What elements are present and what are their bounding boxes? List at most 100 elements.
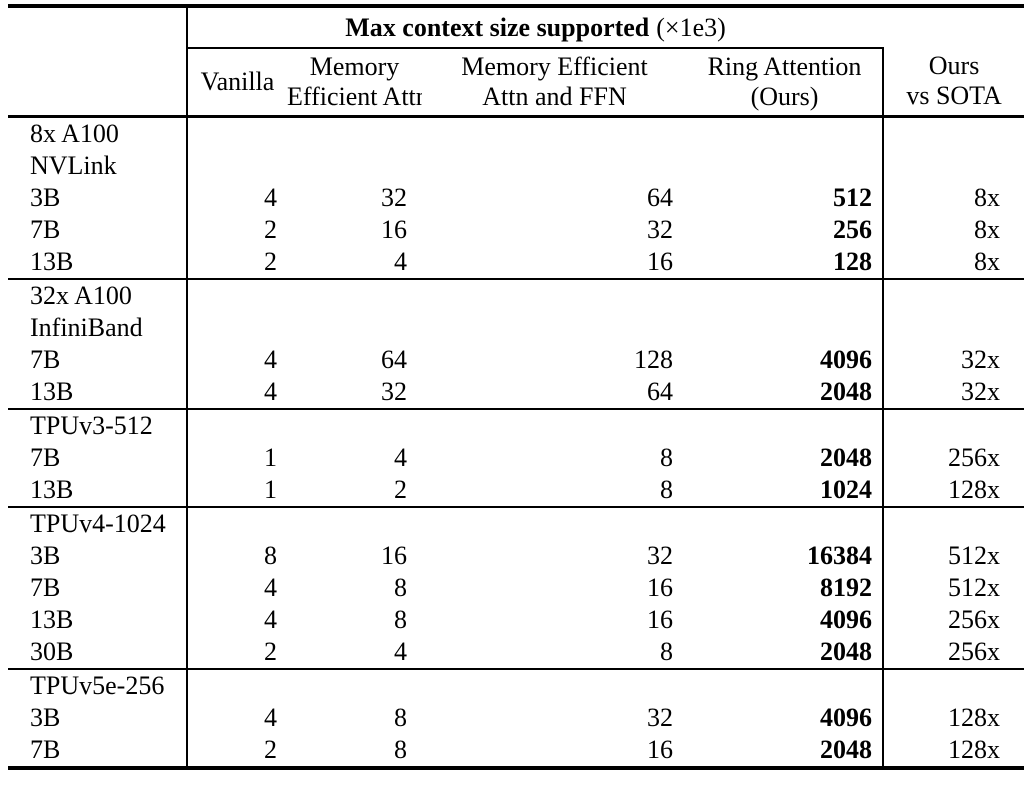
value-vanilla: 1: [186, 473, 287, 507]
value-ring-attention: 4096: [820, 702, 873, 732]
value-mem-eff-attn: 8: [394, 572, 407, 602]
group-label: 8x A100: [30, 118, 119, 148]
column-header-vanilla: Vanilla: [186, 48, 287, 118]
empty-cell: [882, 311, 1025, 344]
span-header-row: Max context size supported (×1e3): [8, 4, 1025, 49]
column-header-label: Ours: [928, 51, 980, 81]
value-vanilla: 4: [186, 181, 287, 214]
empty-cell: [882, 277, 1025, 312]
column-header-label: vs SOTA: [906, 81, 1002, 111]
column-header-label: Attn and FFN: [482, 81, 627, 111]
table-row: 13B 2 4 16 128 8x: [8, 245, 1025, 279]
table-row: 3B 4 8 32 4096 128x: [8, 701, 1025, 734]
model-label: 3B: [30, 182, 61, 212]
value-mem-eff-attn: 4: [394, 246, 407, 276]
empty-cell: [882, 149, 1025, 182]
value-vanilla: 4: [186, 701, 287, 734]
value-vanilla: 2: [186, 213, 287, 246]
value-mem-eff-attn: 2: [394, 474, 407, 504]
value-ring-attention: 2048: [687, 733, 884, 770]
value-mem-eff-attn-ffn: 16: [647, 604, 673, 634]
value-ours-vs-sota: 8x: [882, 245, 1025, 279]
model-label: 3B: [30, 702, 61, 732]
model-label: 13B: [30, 604, 74, 634]
value-mem-eff-attn: 32: [381, 182, 407, 212]
value-mem-eff-attn: 8: [287, 733, 422, 770]
value-mem-eff-attn: 4: [394, 636, 407, 666]
empty-cell: [185, 116, 884, 150]
value-mem-eff-attn: 64: [381, 344, 407, 374]
value-ours-vs-sota: 128x: [882, 733, 1025, 770]
column-header-mem-eff-attn-ffn: Memory Efficient Attn and FFN: [422, 48, 687, 118]
value-mem-eff-attn: 16: [381, 214, 407, 244]
paper-table: Max context size supported (×1e3) Vanilla…: [8, 4, 1025, 770]
table-row: 3B 8 16 32 16384 512x: [8, 539, 1025, 572]
value-ring-attention: 4096: [820, 344, 873, 374]
value-ring-attention: 1024: [820, 474, 873, 504]
value-ring-attention: 16384: [807, 540, 873, 570]
value-mem-eff-attn-ffn: 64: [647, 376, 673, 406]
empty-cell: [882, 407, 1025, 442]
value-ours-vs-sota: 8x: [882, 213, 1025, 246]
value-vanilla: 4: [186, 375, 287, 409]
value-mem-eff-attn-ffn: 16: [647, 572, 673, 602]
table-row: 7B 4 8 16 8192 512x: [8, 571, 1025, 604]
table-row: 7B 1 4 8 2048 256x: [8, 441, 1025, 474]
value-vanilla: 1: [186, 441, 287, 474]
empty-cell: [8, 48, 187, 118]
value-mem-eff-attn-ffn: 32: [647, 214, 673, 244]
value-ours-vs-sota: 512x: [882, 539, 1025, 572]
model-label: 30B: [30, 636, 74, 666]
group-label: InfiniBand: [30, 312, 143, 342]
group-label: NVLink: [30, 150, 117, 180]
empty-cell: [882, 505, 1025, 540]
column-header-row: Vanilla Memory Efficient Attn Memory Eff…: [8, 48, 1025, 118]
value-mem-eff-attn-ffn: 32: [647, 702, 673, 732]
table-row: 7B 4 64 128 4096 32x: [8, 343, 1025, 376]
empty-cell: [882, 667, 1025, 702]
table-row: 3B 4 32 64 512 8x: [8, 181, 1025, 214]
group-label-row: TPUv5e-256: [8, 667, 1025, 702]
model-label: 7B: [30, 344, 61, 374]
group-label-row: NVLink: [8, 149, 1025, 182]
value-mem-eff-attn: 16: [381, 540, 407, 570]
value-vanilla: 4: [186, 571, 287, 604]
value-ours-vs-sota: 256x: [882, 635, 1025, 669]
value-ours-vs-sota: 256x: [882, 603, 1025, 636]
column-header-label: Memory Efficient: [461, 51, 648, 81]
value-ring-attention: 128: [833, 246, 873, 276]
model-label: 7B: [8, 733, 187, 770]
section-tpuv4-1024: TPUv4-1024 3B 8 16 32 16384 512x 7B 4 8 …: [8, 505, 1025, 669]
empty-cell: [185, 505, 884, 540]
table-row: 7B 2 16 32 256 8x: [8, 213, 1025, 246]
value-ring-attention: 8192: [820, 572, 873, 602]
span-header-title: Max context size supported: [345, 12, 650, 42]
model-label: 3B: [30, 540, 61, 570]
column-header-mem-eff-attn: Memory Efficient Attn: [287, 48, 422, 118]
model-label: 7B: [30, 214, 61, 244]
empty-cell: [185, 407, 884, 442]
column-header-label: Efficient Attn: [287, 81, 422, 111]
value-vanilla: 8: [186, 539, 287, 572]
empty-cell: [185, 311, 884, 344]
group-label-row: TPUv4-1024: [8, 505, 1025, 540]
value-mem-eff-attn-ffn: 16: [422, 733, 687, 770]
value-ours-vs-sota: 256x: [882, 441, 1025, 474]
value-ours-vs-sota: 8x: [882, 181, 1025, 214]
value-ours-vs-sota: 32x: [882, 375, 1025, 409]
group-label-row: 32x A100: [8, 277, 1025, 312]
table-row: 13B 4 32 64 2048 32x: [8, 375, 1025, 409]
empty-cell: [8, 4, 187, 48]
group-label-row: TPUv3-512: [8, 407, 1025, 442]
column-header-ours-vs-sota: Ours vs SOTA: [882, 48, 1025, 118]
value-ring-attention: 2048: [820, 442, 873, 472]
value-ours-vs-sota: 32x: [882, 343, 1025, 376]
section-tpuv5e-256: TPUv5e-256 3B 4 8 32 4096 128x 7B 2 8 16…: [8, 667, 1025, 770]
column-header-ring-attention: Ring Attention (Ours): [687, 48, 884, 118]
group-label-row: InfiniBand: [8, 311, 1025, 344]
column-header-label: Vanilla: [200, 66, 275, 96]
value-ring-attention: 2048: [820, 636, 873, 666]
value-ring-attention: 4096: [820, 604, 873, 634]
value-mem-eff-attn: 4: [394, 442, 407, 472]
value-ring-attention: 512: [833, 182, 873, 212]
